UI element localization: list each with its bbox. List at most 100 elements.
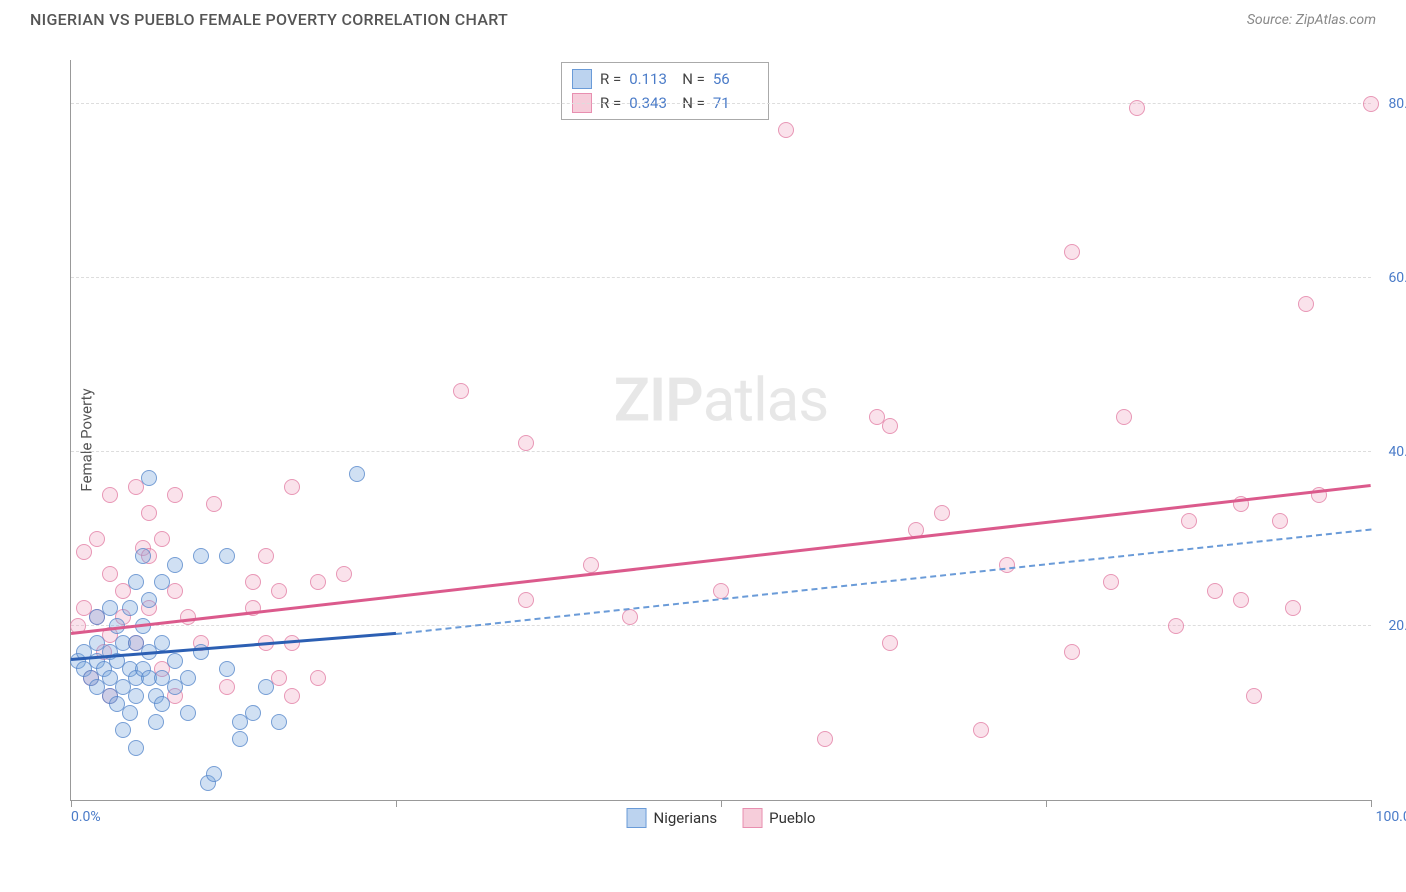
point-pueblo xyxy=(1298,296,1314,312)
point-pueblo xyxy=(284,688,300,704)
chart-container: Female Poverty ZIPatlas R = 0.113 N = 56… xyxy=(50,45,1380,835)
point-nigerians xyxy=(141,470,157,486)
r-label: R = xyxy=(600,70,621,88)
legend-label-pueblo: Pueblo xyxy=(769,809,815,827)
legend-item-nigerians: Nigerians xyxy=(627,808,718,828)
point-pueblo xyxy=(89,531,105,547)
point-pueblo xyxy=(1116,409,1132,425)
y-tick-label: 40.0% xyxy=(1388,444,1406,460)
point-nigerians xyxy=(193,548,209,564)
point-nigerians xyxy=(167,653,183,669)
point-pueblo xyxy=(167,487,183,503)
point-pueblo xyxy=(219,679,235,695)
point-pueblo xyxy=(453,383,469,399)
watermark-bold: ZIP xyxy=(614,365,703,436)
point-pueblo xyxy=(882,418,898,434)
point-pueblo xyxy=(245,574,261,590)
gridline xyxy=(71,451,1371,452)
series-legend: Nigerians Pueblo xyxy=(627,808,816,828)
x-tick xyxy=(721,800,722,807)
point-nigerians xyxy=(115,722,131,738)
point-nigerians xyxy=(232,731,248,747)
point-pueblo xyxy=(934,505,950,521)
swatch-blue xyxy=(627,808,647,828)
point-nigerians xyxy=(219,661,235,677)
legend-item-pueblo: Pueblo xyxy=(742,808,815,828)
trendline-nigerians-dashed xyxy=(396,528,1371,634)
point-pueblo xyxy=(1181,513,1197,529)
stats-row-nigerians: R = 0.113 N = 56 xyxy=(572,67,758,91)
point-pueblo xyxy=(518,435,534,451)
point-nigerians xyxy=(154,574,170,590)
point-nigerians xyxy=(102,600,118,616)
chart-title: NIGERIAN VS PUEBLO FEMALE POVERTY CORREL… xyxy=(30,10,508,29)
swatch-pink xyxy=(742,808,762,828)
x-tick xyxy=(71,800,72,807)
point-pueblo xyxy=(1064,244,1080,260)
gridline xyxy=(71,103,1371,104)
point-pueblo xyxy=(1168,618,1184,634)
x-tick-label: 100.0% xyxy=(1376,809,1406,825)
point-pueblo xyxy=(284,479,300,495)
point-pueblo xyxy=(102,487,118,503)
plot-area: ZIPatlas R = 0.113 N = 56 R = 0.343 N = … xyxy=(70,60,1371,801)
point-pueblo xyxy=(622,609,638,625)
point-nigerians xyxy=(180,705,196,721)
point-pueblo xyxy=(882,635,898,651)
point-pueblo xyxy=(141,505,157,521)
n-label: N = xyxy=(682,70,705,88)
point-pueblo xyxy=(310,574,326,590)
x-tick xyxy=(1046,800,1047,807)
point-nigerians xyxy=(122,705,138,721)
point-nigerians xyxy=(258,679,274,695)
point-pueblo xyxy=(999,557,1015,573)
point-pueblo xyxy=(778,122,794,138)
point-pueblo xyxy=(206,496,222,512)
n-value-nigerians: 56 xyxy=(713,70,758,88)
point-pueblo xyxy=(1363,96,1379,112)
y-tick-label: 20.0% xyxy=(1388,618,1406,634)
point-pueblo xyxy=(1233,592,1249,608)
point-pueblo xyxy=(1129,100,1145,116)
point-pueblo xyxy=(154,531,170,547)
point-pueblo xyxy=(102,566,118,582)
point-nigerians xyxy=(148,714,164,730)
x-tick xyxy=(1371,800,1372,807)
y-tick-label: 80.0% xyxy=(1388,96,1406,112)
stats-legend: R = 0.113 N = 56 R = 0.343 N = 71 xyxy=(561,62,769,120)
point-nigerians xyxy=(245,705,261,721)
point-nigerians xyxy=(154,696,170,712)
point-nigerians xyxy=(122,600,138,616)
point-nigerians xyxy=(349,466,365,482)
point-pueblo xyxy=(76,544,92,560)
point-pueblo xyxy=(973,722,989,738)
point-pueblo xyxy=(310,670,326,686)
point-nigerians xyxy=(128,688,144,704)
point-pueblo xyxy=(1285,600,1301,616)
point-pueblo xyxy=(1246,688,1262,704)
point-nigerians xyxy=(167,557,183,573)
legend-label-nigerians: Nigerians xyxy=(654,809,718,827)
point-pueblo xyxy=(167,583,183,599)
point-pueblo xyxy=(1064,644,1080,660)
x-tick-label: 0.0% xyxy=(71,809,101,825)
point-nigerians xyxy=(141,592,157,608)
source-label: Source: ZipAtlas.com xyxy=(1247,12,1376,28)
point-pueblo xyxy=(518,592,534,608)
point-pueblo xyxy=(258,548,274,564)
x-tick xyxy=(396,800,397,807)
watermark-light: atlas xyxy=(703,365,828,436)
point-nigerians xyxy=(128,740,144,756)
point-nigerians xyxy=(128,574,144,590)
gridline xyxy=(71,277,1371,278)
point-pueblo xyxy=(271,583,287,599)
r-value-nigerians: 0.113 xyxy=(629,70,674,88)
swatch-blue xyxy=(572,69,592,89)
point-pueblo xyxy=(817,731,833,747)
point-pueblo xyxy=(284,635,300,651)
point-nigerians xyxy=(271,714,287,730)
point-nigerians xyxy=(180,670,196,686)
point-pueblo xyxy=(1207,583,1223,599)
y-tick-label: 60.0% xyxy=(1388,270,1406,286)
point-pueblo xyxy=(336,566,352,582)
